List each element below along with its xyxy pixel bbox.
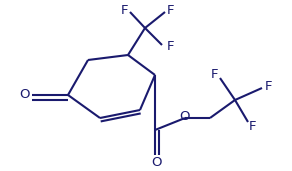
Text: F: F — [249, 121, 257, 134]
Text: F: F — [265, 81, 273, 94]
Text: O: O — [180, 110, 190, 123]
Text: F: F — [166, 4, 174, 17]
Text: O: O — [19, 89, 29, 102]
Text: O: O — [151, 155, 161, 168]
Text: F: F — [166, 41, 174, 54]
Text: F: F — [211, 68, 219, 81]
Text: F: F — [121, 4, 129, 17]
